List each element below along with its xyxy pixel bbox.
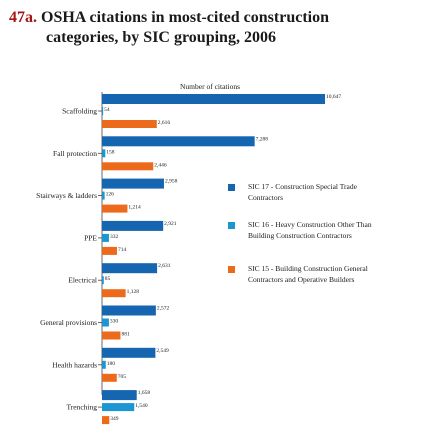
data-label: 1,540 — [135, 403, 148, 409]
title-line-1: OSHA citations in most-cited constructio… — [41, 9, 329, 26]
data-label: 2,549 — [156, 348, 169, 354]
category-label: General provisions — [40, 318, 97, 327]
data-label: 1,658 — [138, 390, 151, 396]
legend-swatch — [228, 184, 235, 191]
legend-label-line2: Building Construction Contractors — [248, 231, 352, 240]
data-label: 330 — [110, 319, 119, 325]
data-label: 2,921 — [164, 221, 177, 227]
data-label: 10,647 — [326, 94, 341, 100]
category-label: Electrical — [68, 276, 97, 285]
chart-title: 47a. OSHA citations in most-cited constr… — [9, 8, 419, 48]
bar — [102, 136, 255, 147]
data-label: 126 — [106, 192, 115, 198]
legend-label-line2: Contractors and Operative Builders — [248, 275, 355, 284]
bar — [102, 220, 164, 231]
bar — [102, 233, 109, 242]
legend-swatch — [228, 222, 235, 229]
data-label: 54 — [104, 107, 110, 113]
data-label: 158 — [106, 149, 115, 155]
bar — [102, 162, 154, 171]
bar — [102, 120, 157, 128]
bar — [102, 403, 135, 412]
bar — [102, 94, 325, 104]
category-label: Health hazards — [52, 360, 97, 369]
plot-area: Scaffolding 10,647 54 2,616 Fall protection 7… — [36, 92, 341, 425]
data-label: 714 — [118, 247, 127, 253]
bar — [102, 390, 137, 401]
bar — [102, 360, 106, 369]
category-label: Trenching — [66, 403, 97, 412]
legend-label: SIC 16 - Heavy Construction Other Than — [248, 220, 372, 229]
bar — [102, 204, 128, 213]
bar — [102, 289, 126, 298]
title-line-2: categories, by SIC grouping, 2006 — [46, 29, 276, 46]
legend-label: SIC 15 - Building Construction General — [248, 264, 368, 273]
data-label: 881 — [121, 332, 129, 338]
data-label: 7,288 — [256, 136, 269, 142]
bar — [102, 305, 156, 316]
category-label: Scaffolding — [62, 107, 97, 116]
data-label: 2,572 — [157, 306, 170, 312]
data-label: 1,214 — [128, 205, 141, 211]
data-label: 180 — [107, 361, 116, 367]
data-label: 2,631 — [158, 263, 171, 269]
category-label: PPE — [84, 233, 97, 242]
legend: SIC 17 - Construction Special Trade Contr… — [228, 182, 372, 284]
bar — [102, 276, 104, 285]
data-label: 349 — [110, 416, 119, 422]
bar — [102, 331, 121, 340]
legend-swatch — [228, 266, 235, 273]
bar — [102, 416, 110, 425]
bar — [102, 318, 109, 327]
bar — [102, 149, 106, 158]
legend-label: SIC 17 - Construction Special Trade — [248, 182, 358, 191]
category-label: Fall protection — [53, 149, 97, 158]
data-label: 85 — [105, 276, 111, 282]
bar — [102, 263, 158, 274]
data-label: 1,128 — [127, 289, 140, 295]
bar — [102, 178, 164, 189]
bar — [102, 373, 117, 382]
x-axis-label: Number of citations — [180, 82, 240, 91]
legend-label-line2: Contractors — [248, 193, 283, 202]
category-label: Stairways & ladders — [36, 191, 97, 200]
data-label: 2,446 — [154, 162, 167, 168]
figure-number: 47a. — [9, 9, 37, 26]
bar — [102, 246, 117, 255]
data-label: 705 — [118, 374, 127, 380]
data-label: 2,958 — [165, 179, 178, 185]
bar — [102, 107, 104, 115]
data-label: 2,616 — [158, 120, 171, 126]
bar — [102, 347, 156, 358]
data-label: 332 — [110, 234, 119, 240]
bar — [102, 191, 105, 200]
